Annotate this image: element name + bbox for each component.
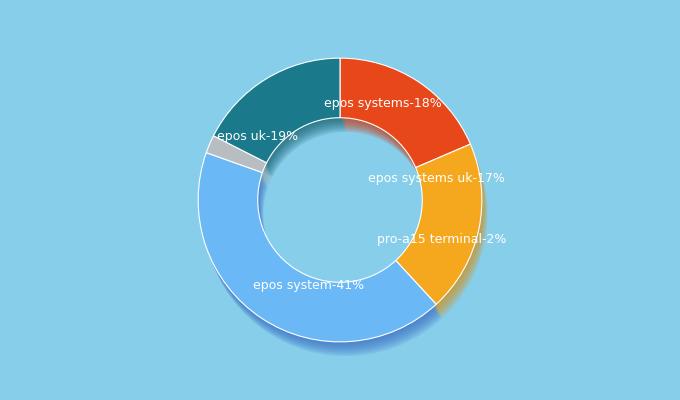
Wedge shape — [216, 64, 342, 168]
Wedge shape — [203, 163, 441, 352]
Wedge shape — [211, 146, 271, 183]
Wedge shape — [215, 62, 341, 166]
Wedge shape — [218, 70, 345, 175]
Wedge shape — [340, 58, 471, 168]
Wedge shape — [207, 138, 267, 174]
Wedge shape — [343, 67, 474, 176]
Wedge shape — [210, 145, 270, 182]
Wedge shape — [201, 160, 439, 349]
Wedge shape — [199, 156, 438, 346]
Wedge shape — [203, 165, 441, 354]
Text: pro-a15 terminal-2%: pro-a15 terminal-2% — [377, 233, 507, 246]
Text: epos uk-19%: epos uk-19% — [217, 130, 299, 143]
Text: epos systems-18%: epos systems-18% — [324, 97, 441, 110]
Wedge shape — [343, 65, 473, 175]
Wedge shape — [214, 60, 341, 164]
Wedge shape — [341, 62, 472, 171]
Wedge shape — [400, 155, 486, 315]
Wedge shape — [198, 153, 436, 342]
Wedge shape — [216, 65, 343, 170]
Wedge shape — [212, 150, 272, 187]
Wedge shape — [341, 60, 471, 169]
Wedge shape — [397, 148, 483, 308]
Wedge shape — [202, 162, 440, 351]
Wedge shape — [342, 64, 473, 173]
Text: epos system-41%: epos system-41% — [253, 279, 364, 292]
Wedge shape — [396, 146, 483, 306]
Wedge shape — [209, 143, 269, 180]
Wedge shape — [401, 156, 487, 317]
Wedge shape — [201, 158, 439, 347]
Wedge shape — [214, 58, 340, 163]
Wedge shape — [218, 69, 344, 174]
Wedge shape — [207, 139, 268, 176]
Wedge shape — [199, 154, 437, 344]
Wedge shape — [204, 167, 442, 356]
Wedge shape — [206, 136, 267, 172]
Wedge shape — [345, 70, 475, 180]
Wedge shape — [345, 72, 476, 182]
Wedge shape — [217, 67, 343, 172]
Wedge shape — [344, 69, 475, 178]
Wedge shape — [219, 72, 345, 177]
Text: epos systems uk-17%: epos systems uk-17% — [368, 172, 505, 185]
Wedge shape — [399, 153, 486, 313]
Wedge shape — [208, 141, 269, 178]
Wedge shape — [396, 144, 482, 304]
Wedge shape — [398, 150, 484, 310]
Wedge shape — [398, 151, 485, 311]
Wedge shape — [211, 148, 271, 185]
Wedge shape — [401, 158, 488, 318]
